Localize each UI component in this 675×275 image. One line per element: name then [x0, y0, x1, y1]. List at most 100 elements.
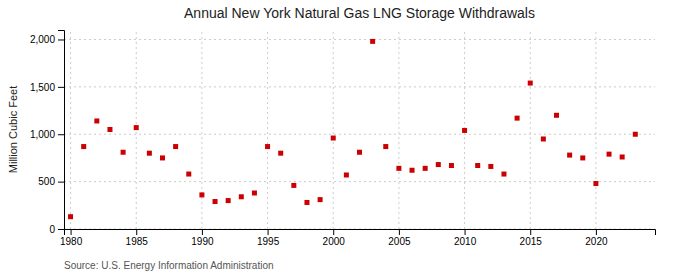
point — [304, 200, 309, 205]
point — [226, 198, 231, 203]
point — [147, 151, 152, 156]
point — [278, 151, 283, 156]
x-tick-label: 2015 — [520, 236, 543, 247]
y-tick: 0 — [49, 224, 64, 235]
point — [410, 168, 415, 173]
point — [515, 116, 520, 121]
x-grid-line — [267, 30, 268, 229]
point — [291, 183, 296, 188]
y-tick-label: 1,000 — [30, 129, 55, 140]
points — [68, 39, 638, 219]
point — [107, 127, 112, 132]
point — [252, 190, 257, 195]
point — [554, 113, 559, 118]
x-grid-line — [398, 30, 399, 229]
point — [396, 166, 401, 171]
x-tick-label: 1995 — [257, 236, 280, 247]
grid — [64, 30, 655, 229]
point — [239, 194, 244, 199]
x-tick: 2015 — [520, 229, 543, 247]
point — [633, 132, 638, 137]
point — [593, 181, 598, 186]
x-grid-line — [595, 30, 596, 229]
point — [383, 144, 388, 149]
point — [121, 150, 126, 155]
chart-svg: 1980 1985 1990 1995 2000 2005 2010 2015 2020 0 500… — [0, 0, 675, 275]
x-tick-label: 2010 — [454, 236, 477, 247]
point — [567, 153, 572, 158]
x-tick: 2010 — [454, 229, 477, 247]
y-tick-label: 2,000 — [30, 34, 55, 45]
point — [436, 162, 441, 167]
point — [173, 144, 178, 149]
x-tick-label: 2005 — [388, 236, 411, 247]
point — [449, 163, 454, 168]
chart-container: 1980 1985 1990 1995 2000 2005 2010 2015 2020 0 500… — [0, 0, 675, 275]
title: Annual New York Natural Gas LNG Storage … — [184, 5, 535, 21]
x-grid-line — [70, 30, 71, 229]
x-grid-line — [201, 30, 202, 229]
point — [186, 172, 191, 177]
point — [370, 39, 375, 44]
x-tick-mark — [268, 229, 269, 235]
source-note: Source: U.S. Energy Information Administ… — [64, 260, 274, 271]
x-tick: 1980 — [60, 229, 83, 247]
point — [265, 144, 270, 149]
y-tick-mark — [58, 39, 64, 40]
x-tick: 2005 — [388, 229, 411, 247]
x-tick-mark — [399, 229, 400, 235]
point — [528, 81, 533, 86]
y-tick: 1,000 — [30, 129, 64, 140]
x-tick: 1995 — [257, 229, 280, 247]
point — [331, 136, 336, 141]
x-tick-label: 1985 — [126, 236, 149, 247]
point — [344, 172, 349, 177]
point — [199, 192, 204, 197]
y-grid-line — [64, 134, 655, 135]
y-tick-mark — [58, 87, 64, 88]
point — [213, 199, 218, 204]
y-grid-line — [64, 181, 655, 182]
point — [488, 164, 493, 169]
point — [620, 154, 625, 159]
x-tick-mark — [136, 229, 137, 235]
x-tick: 2000 — [323, 229, 346, 247]
x-axis-line — [65, 230, 656, 236]
point — [68, 214, 73, 219]
x-grid-line — [333, 30, 334, 229]
point — [318, 197, 323, 202]
x-tick-mark — [202, 229, 203, 235]
point — [134, 125, 139, 130]
y-grid-line — [64, 39, 655, 40]
y-axis-line — [58, 31, 65, 230]
y-axis-title: Million Cubic Feet — [7, 86, 19, 173]
point — [81, 144, 86, 149]
y-tick: 1,500 — [30, 82, 64, 93]
x-grid-line — [530, 30, 531, 229]
y-tick-label: 500 — [38, 176, 55, 187]
y-axis: 0 500 1,000 1,500 2,000 — [30, 31, 65, 235]
x-tick-mark — [71, 229, 72, 235]
x-tick-label: 2000 — [323, 236, 346, 247]
point — [607, 152, 612, 157]
point — [423, 166, 428, 171]
point — [501, 172, 506, 177]
y-tick: 2,000 — [30, 34, 64, 45]
x-tick: 1990 — [191, 229, 214, 247]
x-tick-label: 1990 — [191, 236, 214, 247]
y-tick-label: 0 — [49, 224, 55, 235]
x-tick-mark — [333, 229, 334, 235]
x-tick-mark — [465, 229, 466, 235]
x-axis: 1980 1985 1990 1995 2000 2005 2010 2015 2020 — [60, 229, 656, 247]
point — [462, 128, 467, 133]
y-tick-mark — [58, 229, 64, 230]
x-tick: 2020 — [585, 229, 608, 247]
x-tick-label: 1980 — [60, 236, 83, 247]
point — [475, 163, 480, 168]
x-tick: 1985 — [126, 229, 149, 247]
point — [580, 155, 585, 160]
y-tick-mark — [58, 182, 64, 183]
point — [160, 155, 165, 160]
point — [94, 118, 99, 123]
x-tick-mark — [530, 229, 531, 235]
